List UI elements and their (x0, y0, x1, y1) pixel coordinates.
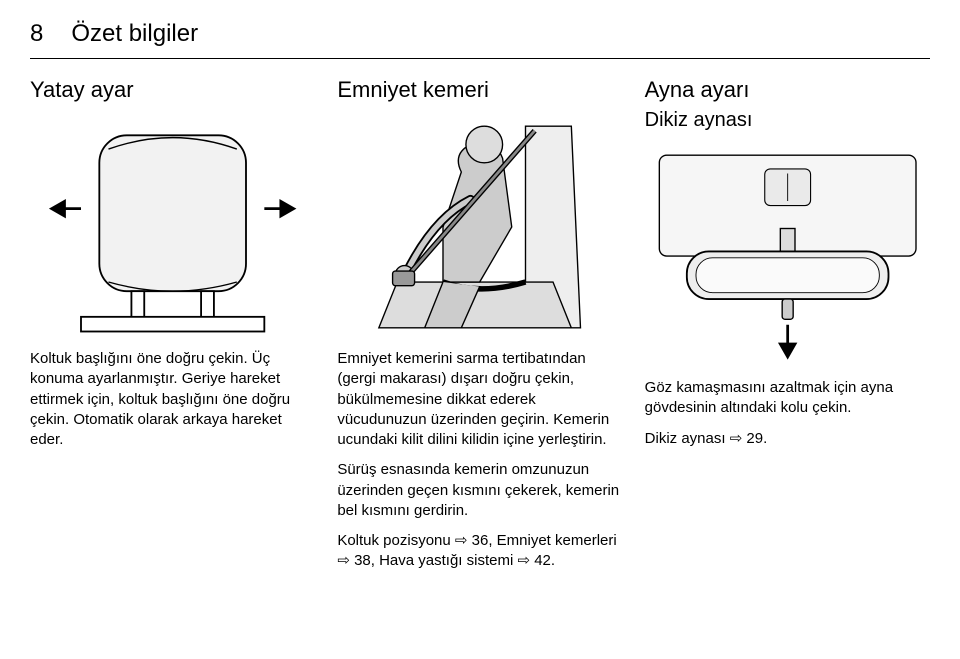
col2-p3: Koltuk pozisyonu ⇨ 36, Emniyet kemerleri… (337, 531, 622, 572)
col3-p1: Göz kamaşmasını azaltmak için ayna gövde… (645, 378, 930, 419)
col2-illustration (337, 117, 622, 337)
col2-p3-mid2: , Hava yastığı sistemi (371, 552, 518, 569)
col2-p3-mid1: , Emniyet kemerleri (488, 532, 616, 549)
rearview-mirror-icon (645, 146, 930, 366)
headrest-icon (30, 117, 315, 337)
ref-seat-position: ⇨ 36 (455, 532, 488, 549)
column-1: Yatay ayar Ko (30, 77, 315, 582)
col2-heading: Emniyet kemeri (337, 77, 622, 103)
col2-p1: Emniyet kemerini sarma tertibatından (ge… (337, 349, 622, 450)
column-3: Ayna ayarı Dikiz aynası (645, 77, 930, 582)
col2-p2: Sürüş esnasında kemerin omzunuzun üzerin… (337, 460, 622, 521)
col3-illustration (645, 146, 930, 366)
col1-heading: Yatay ayar (30, 77, 315, 103)
page-title: Özet bilgiler (71, 20, 198, 48)
ref-airbag: ⇨ 42 (517, 552, 550, 569)
page-number: 8 (30, 20, 43, 48)
col3-heading: Ayna ayarı (645, 77, 930, 103)
col1-body: Koltuk başlığını öne doğru çekin. Üç kon… (30, 349, 315, 460)
content-columns: Yatay ayar Ko (30, 77, 930, 582)
col1-paragraph: Koltuk başlığını öne doğru çekin. Üç kon… (30, 349, 315, 450)
ref-rearview-mirror: ⇨ 29 (730, 430, 763, 447)
ref-seat-belts: ⇨ 38 (337, 552, 370, 569)
col3-body: Göz kamaşmasını azaltmak için ayna gövde… (645, 378, 930, 459)
col3-subheading: Dikiz aynası (645, 109, 930, 132)
page-header: 8 Özet bilgiler (30, 20, 930, 59)
col1-illustration (30, 117, 315, 337)
col2-body: Emniyet kemerini sarma tertibatından (ge… (337, 349, 622, 582)
column-2: Emniyet kemeri (337, 77, 622, 582)
col2-p3-pre: Koltuk pozisyonu (337, 532, 455, 549)
seatbelt-icon (337, 117, 622, 337)
col3-p2-end: . (763, 430, 767, 447)
col3-p2: Dikiz aynası ⇨ 29. (645, 429, 930, 449)
col3-p2-pre: Dikiz aynası (645, 430, 730, 447)
col2-p3-end: . (551, 552, 555, 569)
